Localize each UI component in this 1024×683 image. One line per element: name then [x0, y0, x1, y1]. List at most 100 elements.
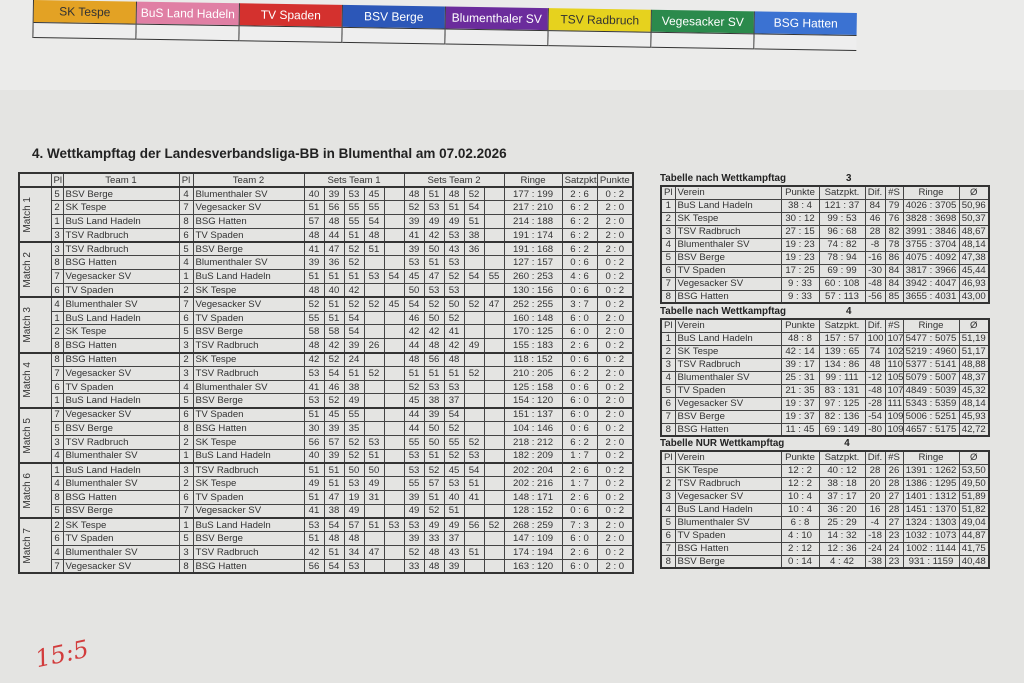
- team2-name: BSV Berge: [192, 393, 305, 409]
- match-label: Match 2: [18, 241, 52, 298]
- standings-header-cell: Ringe: [902, 450, 960, 465]
- team1-set-4: [363, 379, 385, 395]
- team1-place: 6: [50, 379, 64, 395]
- punkte: 2 : 0: [596, 393, 634, 409]
- team1-place: 7: [50, 365, 64, 381]
- standings-dif: -48: [864, 276, 886, 291]
- table-row: 6 TV Spaden 2 SK Tespe 48 40 42 50 53 53 130 : 156…: [19, 283, 634, 298]
- team2-name: SK Tespe: [192, 283, 305, 298]
- team2-set-2: 42: [423, 324, 445, 340]
- team2-set-4: 51: [463, 476, 485, 492]
- team1-set-1: 53: [303, 365, 325, 381]
- team1-set-3: 55: [343, 406, 365, 423]
- standings-sets-count: 102: [884, 344, 904, 359]
- team2-set-3: 51: [443, 200, 465, 216]
- standings-row: 8 BSG Hatten 11 : 45 69 : 149 -80 109 4657 : 5…: [660, 422, 990, 437]
- table-row: Match 6 1 BuS Land Hadeln 3 TSV Radbruch 51 51…: [18, 461, 634, 519]
- team1-place: 2: [50, 517, 64, 533]
- team2-set-2: 52: [423, 461, 445, 478]
- standings-row: 3 TSV Radbruch 39 : 17 134 : 86 48 110 5377 : …: [660, 357, 990, 372]
- team2-set-5: 47: [483, 296, 505, 312]
- team2-name: BuS Land Hadeln: [192, 269, 305, 285]
- standings-ringe: 4849 : 5039: [902, 383, 960, 398]
- team2-set-5: [483, 379, 505, 395]
- standings-punkte: 42 : 14: [780, 344, 820, 359]
- standings-ringe: 1032 : 1073: [902, 528, 960, 543]
- table-row: 8 BSG Hatten 6 TV Spaden 51 47 19 31 39 51 40 41 148…: [19, 490, 634, 505]
- team2-set-5: [483, 255, 505, 271]
- standings-satzpkt: 83 : 131: [818, 383, 866, 398]
- team2-set-3: 40: [443, 490, 465, 505]
- team1-set-5: [383, 241, 405, 257]
- team1-set-4: 52: [363, 296, 385, 312]
- standings-dif: -80: [864, 422, 886, 437]
- standings-satzpkt: 134 : 86: [818, 357, 866, 372]
- team2-set-4: 51: [463, 545, 485, 561]
- strip-column: BSV Berge: [341, 4, 445, 45]
- team1-set-2: 58: [323, 324, 345, 340]
- standings-satzpkt: 121 : 37: [818, 198, 866, 213]
- team1-set-3: 52: [343, 255, 365, 271]
- standings-row: 7 BSG Hatten 2 : 12 12 : 36 -24 24 1002 : 1144…: [660, 541, 990, 556]
- team2-set-2: 50: [423, 310, 445, 326]
- punkte: 0 : 2: [596, 490, 634, 505]
- standings-average: 41,75: [958, 541, 990, 556]
- standings-dif: -18: [864, 528, 886, 543]
- team1-set-5: [383, 379, 405, 395]
- team2-set-4: 53: [463, 448, 485, 464]
- team2-set-5: 55: [483, 269, 505, 285]
- satzpkt: 6 : 0: [561, 406, 598, 423]
- team2-set-4: 51: [463, 214, 485, 229]
- team2-set-2: 52: [423, 296, 445, 312]
- team2-set-3: 52: [443, 269, 465, 285]
- standings-header-cell: Punkte: [780, 185, 820, 200]
- standings-place: 7: [660, 409, 676, 424]
- ringe: 155 : 183: [503, 338, 563, 354]
- standings-team: BSV Berge: [674, 409, 782, 424]
- table-row: Match 4 8 BSG Hatten 2 SK Tespe 42 52 24 48 56 48 1…: [18, 351, 634, 409]
- standings-place: 5: [660, 383, 676, 398]
- team1-set-2: 51: [323, 296, 345, 312]
- team2-name: BSV Berge: [192, 241, 305, 257]
- standings-place: 3: [660, 489, 676, 504]
- standings-sets-count: 79: [884, 198, 904, 213]
- satzpkt: 0 : 6: [561, 351, 598, 367]
- standings-dif: -54: [864, 409, 886, 424]
- standings-header-cell: Ø: [958, 185, 990, 200]
- standings-team: TV Spaden: [674, 383, 782, 398]
- standings-average: 45,32: [958, 383, 990, 398]
- strip-empty-cell: [239, 25, 342, 43]
- standings-ringe: 4026 : 3705: [902, 198, 960, 213]
- team2-set-1: 54: [403, 296, 425, 312]
- team1-name: SK Tespe: [62, 517, 180, 533]
- standings-header-cell: Verein: [674, 450, 782, 465]
- punkte: 2 : 0: [596, 434, 634, 450]
- standings-header: Pl Verein Punkte Satzpkt. Dif. #S Ringe Ø: [660, 185, 990, 200]
- team1-name: TSV Radbruch: [62, 227, 180, 243]
- team2-set-5: [483, 310, 505, 326]
- team2-name: TSV Radbruch: [192, 461, 305, 478]
- team1-name: Blumenthaler SV: [62, 296, 180, 312]
- team1-set-3: 42: [343, 283, 365, 298]
- team2-set-2: 42: [423, 227, 445, 243]
- team2-place: 6: [178, 490, 194, 505]
- team1-set-4: [363, 351, 385, 367]
- satzpkt: 2 : 6: [561, 186, 598, 202]
- team1-set-4: 51: [363, 241, 385, 257]
- team1-set-4: [363, 255, 385, 271]
- standings-ringe: 5377 : 5141: [902, 357, 960, 372]
- team2-place: 3: [178, 365, 194, 381]
- team1-set-5: [383, 227, 405, 243]
- table-row: Match 7 2 SK Tespe 1 BuS Land Hadeln 53 54 57 51…: [18, 517, 634, 574]
- standings-header-cell: #S: [884, 185, 904, 200]
- team2-set-2: 50: [423, 241, 445, 257]
- standings-average: 48,67: [958, 224, 990, 239]
- team1-set-2: 57: [323, 434, 345, 450]
- punkte: 2 : 0: [596, 227, 634, 243]
- team2-set-5: [483, 421, 505, 436]
- standings-row: 4 BuS Land Hadeln 10 : 4 36 : 20 16 28 1451 : …: [660, 502, 990, 517]
- team1-set-2: 44: [323, 227, 345, 243]
- standings-title: Tabelle nach Wettkampftag 4: [660, 306, 851, 317]
- team1-place: 4: [50, 545, 64, 561]
- team1-set-5: [383, 406, 405, 423]
